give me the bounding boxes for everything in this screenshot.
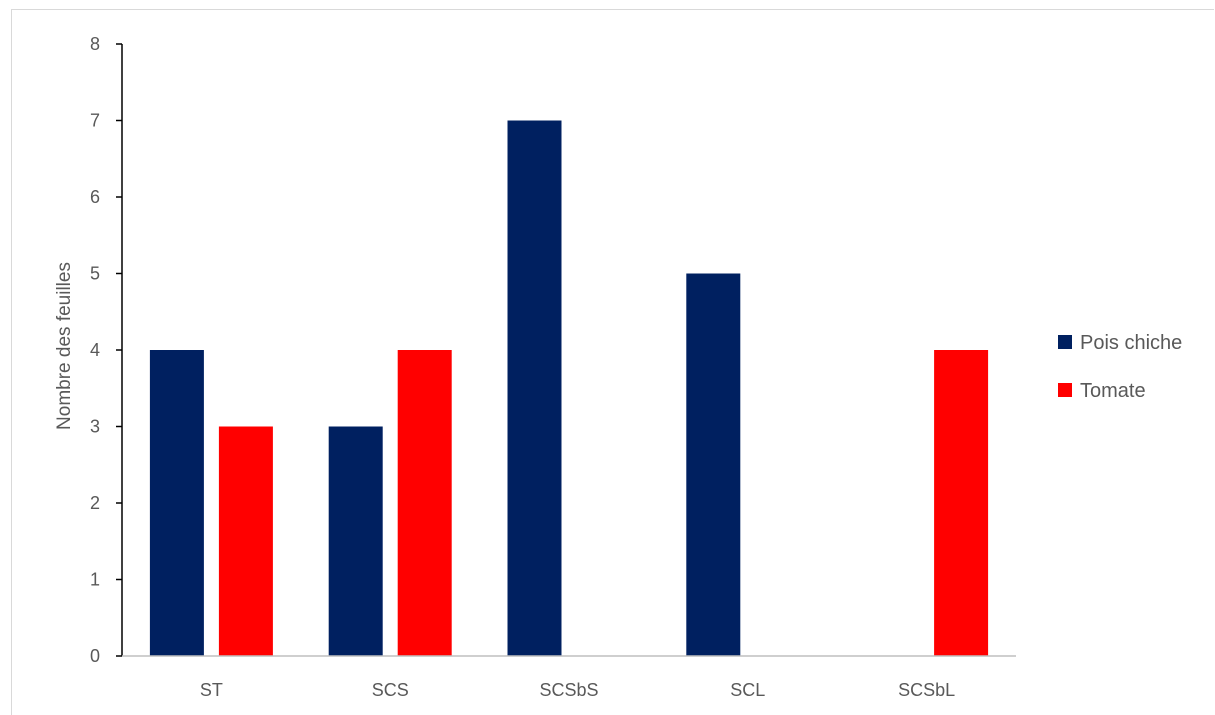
y-tick-label: 1: [90, 570, 100, 590]
legend-swatch: [1058, 383, 1072, 397]
legend-swatch: [1058, 335, 1072, 349]
bar-pois-chiche-st: [149, 350, 204, 656]
bar-tomate-scsbl: [934, 350, 989, 656]
x-ticks: ST SCS SCSbS SCL SCSbL: [200, 680, 955, 700]
x-tick-label: SCS: [372, 680, 409, 700]
y-tick-label: 0: [90, 646, 100, 666]
y-tick-label: 2: [90, 493, 100, 513]
x-tick-label: SCSbL: [898, 680, 955, 700]
bar-pois-chiche-scl: [686, 273, 741, 656]
bars-layer: [149, 120, 989, 656]
legend-label: Tomate: [1080, 380, 1146, 402]
y-tick-label: 6: [90, 187, 100, 207]
x-tick-label: SCL: [730, 680, 765, 700]
legend: Pois chiche Tomate: [1058, 332, 1182, 402]
x-tick-label: SCSbS: [539, 680, 598, 700]
y-tick-label: 8: [90, 34, 100, 54]
bar-pois-chiche-scsbs: [507, 120, 562, 656]
bar-pois-chiche-scs: [328, 426, 383, 656]
legend-label: Pois chiche: [1080, 332, 1182, 354]
y-ticks: 0 1 2 3 4 5 6 7 8: [90, 34, 122, 666]
y-axis-title: Nombre des feuilles: [54, 262, 75, 430]
y-tick-label: 5: [90, 264, 100, 284]
y-tick-label: 7: [90, 111, 100, 131]
bar-tomate-st: [218, 426, 273, 656]
chart-frame: [11, 9, 1214, 715]
x-tick-label: ST: [200, 680, 223, 700]
bar-tomate-scs: [397, 350, 452, 656]
y-tick-label: 4: [90, 340, 100, 360]
y-tick-label: 3: [90, 417, 100, 437]
